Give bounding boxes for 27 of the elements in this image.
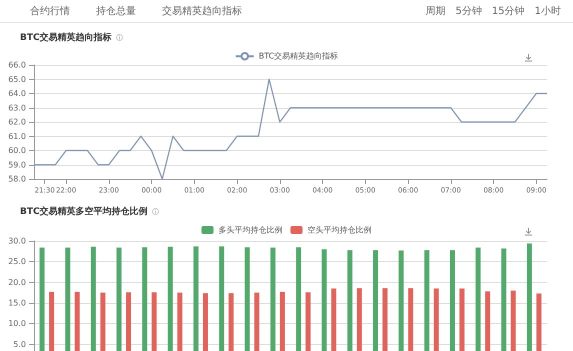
text: 15分钟 — [492, 4, 525, 18]
text: 5分钟 — [456, 4, 482, 18]
y-tick-label: 25.0 — [8, 257, 26, 266]
y-tick-label: 63.0 — [8, 103, 26, 112]
y-tick-label: 10.0 — [8, 319, 26, 328]
y-tick-label: 62.0 — [8, 118, 26, 126]
y-tick-label: 59.0 — [8, 160, 26, 170]
y-tick-label: 30.0 — [8, 236, 26, 246]
legend-label: 多头平均持仓比例 — [218, 226, 282, 234]
text: 1小时 — [534, 4, 561, 18]
chart-title: BTC交易精英多空平均持仓比例 — [20, 205, 148, 218]
text: 周期 — [426, 4, 446, 18]
y-tick-label: 58.0 — [8, 174, 26, 184]
text: 交易精英趋向指标 — [162, 4, 242, 18]
y-tick-label: 66.0 — [8, 60, 26, 70]
y-tick-label: 64.0 — [8, 89, 26, 98]
text: 合约行情 — [30, 4, 70, 18]
legend-label: BTC交易精英趋向指标 — [258, 52, 338, 61]
text: 持仓总量 — [96, 4, 136, 18]
y-tick-label: 15.0 — [8, 298, 26, 308]
y-tick-label: 20.0 — [8, 278, 26, 287]
y-tick-label: 65.0 — [8, 74, 26, 84]
y-tick-label: 5.0 — [13, 340, 26, 349]
legend-label: 空头平均持仓比例 — [308, 226, 372, 234]
y-tick-label: 60.0 — [8, 146, 26, 155]
y-tick-label: 61.0 — [8, 132, 26, 141]
chart-title: BTC交易精英趋向指标 — [20, 31, 112, 44]
